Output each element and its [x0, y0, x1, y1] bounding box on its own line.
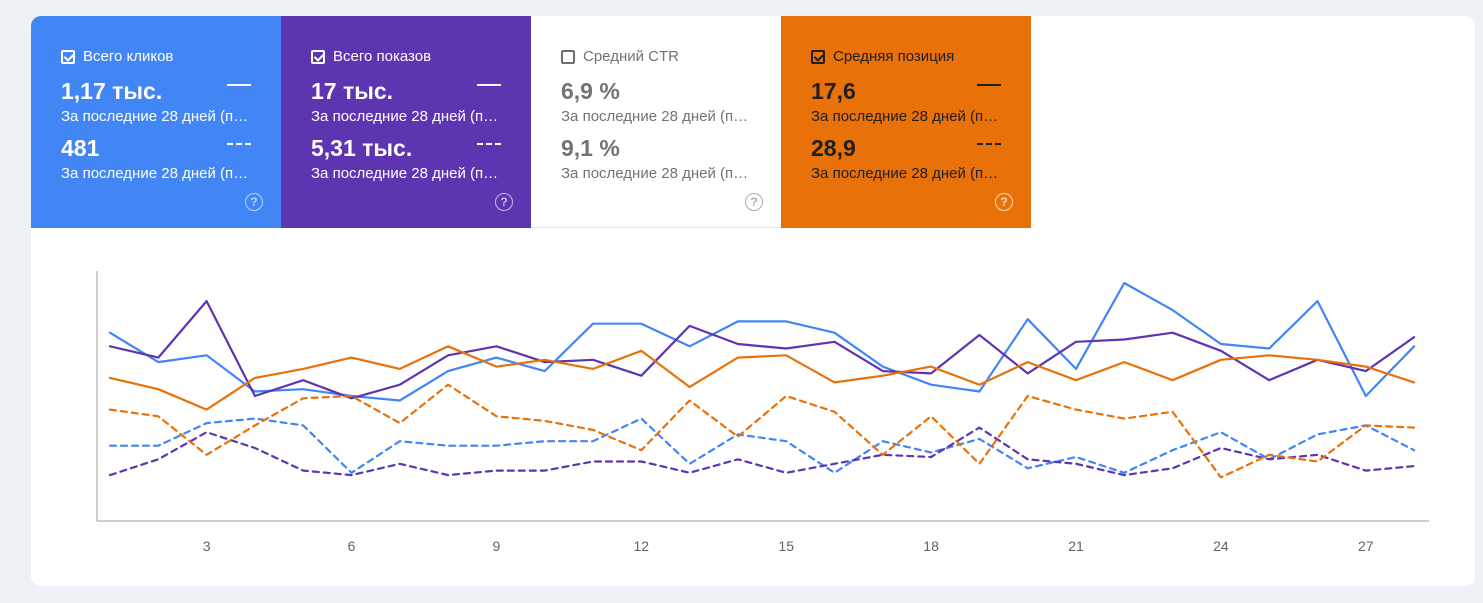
tile-label: Средний CTR [583, 48, 679, 65]
current-value: 1,17 тыс. [61, 78, 163, 104]
help-icon[interactable]: ? [245, 193, 263, 211]
current-period-label: За последние 28 дней (последний период) [561, 108, 753, 125]
solid-line-legend-icon [477, 84, 501, 86]
metric-tiles: Всего кликов 1,17 тыс. За последние 28 д… [31, 16, 1031, 228]
tile-header: Всего показов [311, 48, 431, 65]
current-value: 6,9 % [561, 78, 620, 104]
tile-header: Средняя позиция [811, 48, 954, 65]
dashed-line-legend-icon [227, 143, 251, 145]
current-period-label: За последние 28 дней (последний период) [311, 108, 503, 125]
previous-period-label: За последние 28 дней (предыдущий период) [311, 165, 503, 182]
performance-card: Всего кликов 1,17 тыс. За последние 28 д… [31, 16, 1475, 586]
solid-line-legend-icon [227, 84, 251, 86]
checkbox-icon[interactable] [61, 49, 75, 64]
dashed-line-legend-icon [977, 143, 1001, 145]
help-icon[interactable]: ? [745, 193, 763, 211]
x-tick-label: 27 [1358, 538, 1374, 554]
tile-label: Средняя позиция [833, 48, 955, 65]
current-value: 17 тыс. [311, 78, 394, 104]
current-period-line-1 [108, 299, 1416, 400]
x-tick-label: 3 [203, 538, 211, 554]
previous-period-line-4 [108, 426, 1416, 477]
previous-value: 28,9 [811, 135, 856, 161]
previous-period-label: За последние 28 дней (предыдущий период) [61, 165, 253, 182]
tile-total-impressions[interactable]: Всего показов 17 тыс. За последние 28 дн… [281, 16, 531, 228]
previous-value: 9,1 % [561, 135, 620, 161]
help-icon[interactable]: ? [495, 193, 513, 211]
x-tick-label: 12 [634, 538, 650, 554]
current-value: 17,6 [811, 78, 856, 104]
x-tick-label: 18 [923, 538, 939, 554]
current-period-line-0 [108, 281, 1416, 402]
x-tick-label: 24 [1213, 538, 1229, 554]
tile-header: Всего кликов [61, 48, 173, 65]
tile-header: Средний CTR [561, 48, 679, 65]
current-period-label: За последние 28 дней (последний период) [811, 108, 1003, 125]
previous-value: 481 [61, 135, 100, 161]
x-tick-label: 6 [348, 538, 356, 554]
tile-average-ctr[interactable]: Средний CTR 6,9 % За последние 28 дней (… [531, 16, 781, 228]
x-tick-label: 9 [493, 538, 501, 554]
tile-label: Всего показов [333, 48, 432, 65]
previous-period-label: За последние 28 дней (предыдущий период) [811, 165, 1003, 182]
x-tick-label: 15 [778, 538, 794, 554]
previous-period-line-3 [108, 417, 1416, 474]
checkbox-icon[interactable] [311, 49, 325, 64]
tile-total-clicks[interactable]: Всего кликов 1,17 тыс. За последние 28 д… [31, 16, 281, 228]
tile-label: Всего кликов [83, 48, 174, 65]
previous-value: 5,31 тыс. [311, 135, 413, 161]
dashed-line-legend-icon [477, 143, 501, 145]
tile-average-position[interactable]: Средняя позиция 17,6 За последние 28 дне… [781, 16, 1031, 228]
previous-period-line-5 [108, 383, 1416, 479]
solid-line-legend-icon [977, 84, 1001, 86]
checkbox-icon[interactable] [811, 49, 825, 64]
current-period-label: За последние 28 дней (последний период) [61, 108, 253, 125]
x-tick-label: 21 [1068, 538, 1084, 554]
performance-line-chart: 3 6 9 12 15 18 21 24 27 [96, 271, 1429, 554]
current-period-line-2 [108, 345, 1416, 411]
help-icon[interactable]: ? [995, 193, 1013, 211]
previous-period-label: За последние 28 дней (предыдущий период) [561, 165, 753, 182]
checkbox-icon[interactable] [561, 49, 575, 64]
